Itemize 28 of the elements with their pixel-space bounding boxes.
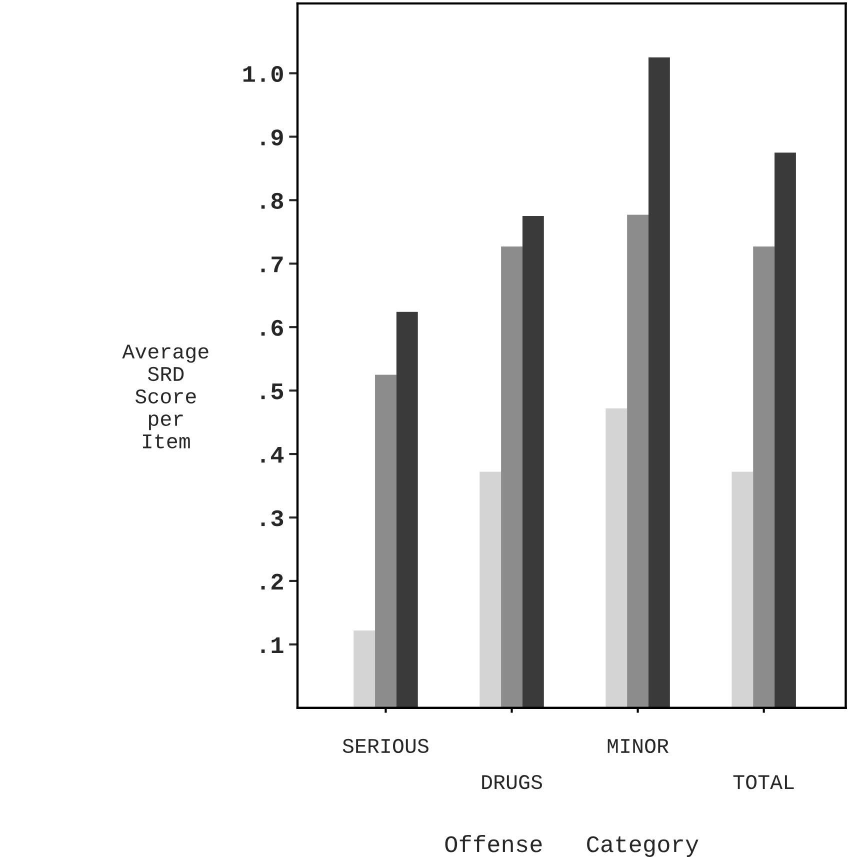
y-tick-label: .5 [261, 384, 284, 400]
bar [732, 472, 754, 708]
bar [753, 246, 775, 708]
bar [354, 630, 376, 708]
bar [396, 312, 418, 708]
bar [480, 472, 502, 708]
y-tick-label: .8 [261, 192, 284, 209]
bar [774, 152, 796, 708]
x-axis-title: Offense Category [445, 834, 698, 857]
bar [375, 374, 396, 708]
bar [522, 216, 544, 708]
y-tick-label: .9 [261, 129, 283, 146]
y-axis-title: Average SRD Score per Item [122, 344, 208, 448]
x-tick-label: TOTAL [733, 775, 794, 790]
bar [627, 214, 649, 708]
y-tick-label: .2 [261, 574, 283, 590]
x-tick-label: SERIOUS [342, 738, 428, 754]
bar [606, 408, 628, 708]
y-tick-label: .4 [261, 447, 284, 463]
bar [648, 57, 670, 708]
x-tick-label: MINOR [608, 738, 669, 754]
y-tick-label: .7 [261, 256, 283, 272]
bar [501, 246, 522, 708]
y-tick-label: .1 [261, 637, 284, 653]
x-tick-label: DRUGS [482, 775, 542, 790]
y-tick-label: 1.0 [243, 66, 283, 82]
y-tick-label: .6 [261, 320, 283, 336]
y-tick-label: .3 [261, 510, 284, 526]
